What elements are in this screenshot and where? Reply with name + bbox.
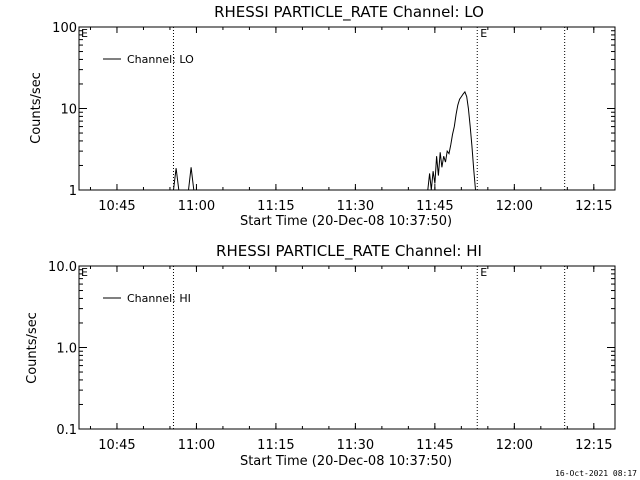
plot-frame <box>78 265 616 430</box>
x-tick-label: 12:00 <box>496 438 533 453</box>
y-tick-label: 100 <box>52 21 77 36</box>
legend: Channel: LO <box>103 53 194 66</box>
legend-label: Channel: LO <box>127 53 194 66</box>
x-tick-label: 11:15 <box>257 199 294 214</box>
chart-title: RHESSI PARTICLE_RATE Channel: LO <box>214 3 484 22</box>
hi-channel-panel: RHESSI PARTICLE_RATE Channel: HI Counts/… <box>25 242 616 469</box>
x-tick-label: 11:00 <box>178 438 215 453</box>
y-axis-label: Counts/sec <box>25 312 40 384</box>
event-marker-label: E <box>480 27 487 40</box>
corner-label: E <box>81 266 88 279</box>
legend: Channel: HI <box>103 292 191 305</box>
x-tick-label: 11:45 <box>416 438 453 453</box>
chart-title: RHESSI PARTICLE_RATE Channel: HI <box>216 242 482 261</box>
x-tick-label: 11:45 <box>416 199 453 214</box>
y-axis-label: Counts/sec <box>29 72 44 144</box>
x-axis-label: Start Time (20-Dec-08 10:37:50) <box>240 454 452 469</box>
plot-frame <box>78 26 616 191</box>
y-tick-label: 1 <box>69 184 77 199</box>
y-tick-label: 1.0 <box>56 342 77 357</box>
footer-timestamp: 16-Oct-2021 08:17 <box>555 469 637 478</box>
y-tick-label: 0.1 <box>56 423 77 438</box>
x-tick-label: 12:15 <box>575 438 612 453</box>
x-tick-label: 10:45 <box>98 199 135 214</box>
x-tick-label: 12:00 <box>496 199 533 214</box>
lo-channel-panel: RHESSI PARTICLE_RATE Channel: LO Counts/… <box>29 3 616 229</box>
x-tick-label: 10:45 <box>98 438 135 453</box>
x-tick-label: 11:15 <box>257 438 294 453</box>
x-tick-label: 11:30 <box>337 438 374 453</box>
x-tick-label: 11:30 <box>337 199 374 214</box>
x-axis-label: Start Time (20-Dec-08 10:37:50) <box>240 214 452 229</box>
y-tick-label: 10 <box>60 103 77 118</box>
series-line <box>173 90 476 191</box>
x-tick-label: 12:15 <box>575 199 612 214</box>
x-tick-label: 11:00 <box>178 199 215 214</box>
y-tick-label: 10.0 <box>48 260 77 275</box>
event-marker-label: E <box>480 266 487 279</box>
legend-label: Channel: HI <box>127 292 191 305</box>
corner-label: E <box>81 27 88 40</box>
